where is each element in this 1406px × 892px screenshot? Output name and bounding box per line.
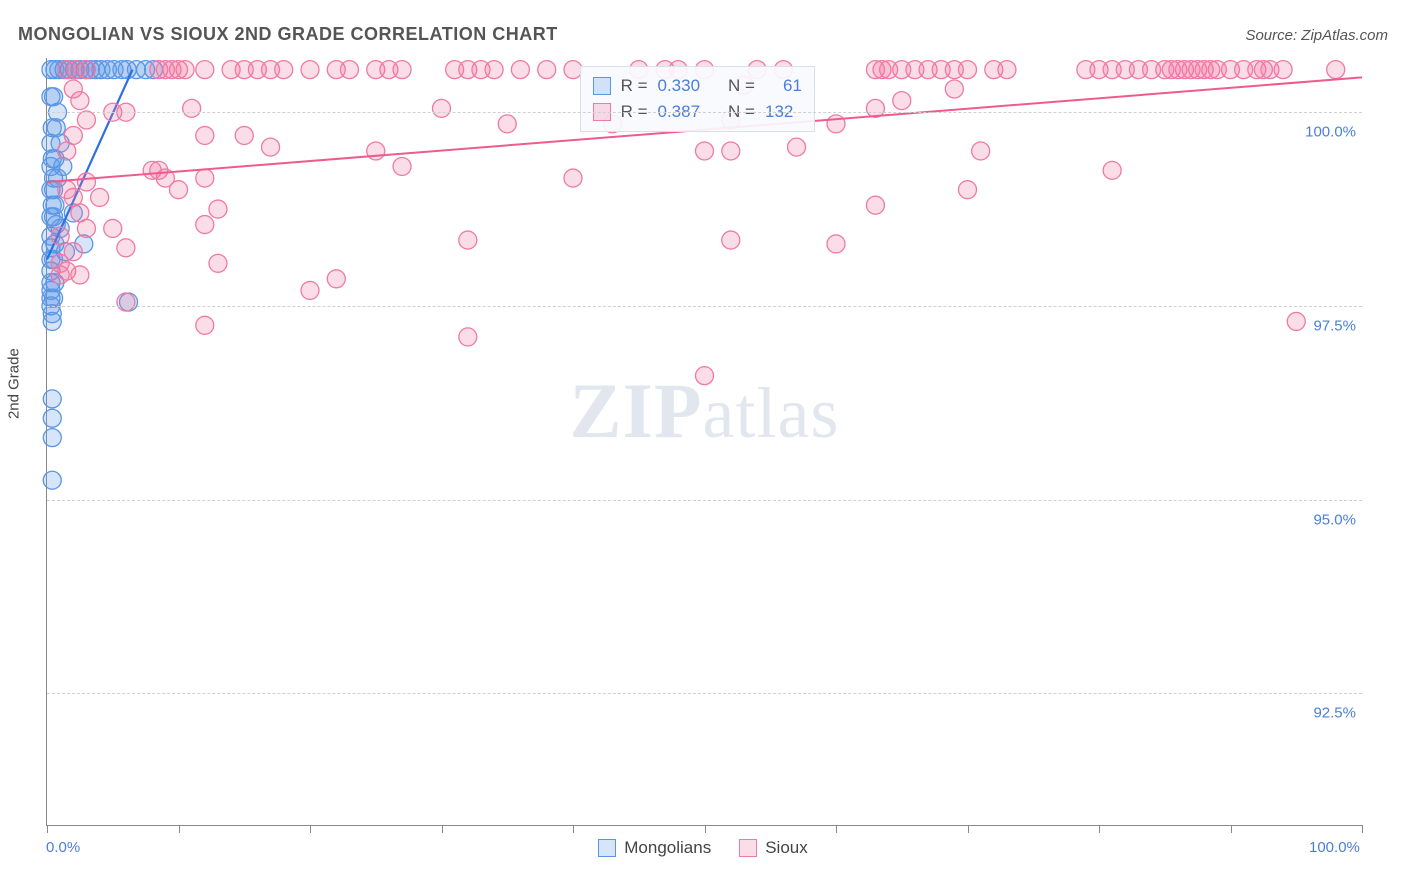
- swatch-sioux-b: [739, 839, 757, 857]
- plot-area: ZIPatlas R = 0.330 N = 61 R = 0.387 N = …: [46, 58, 1362, 826]
- swatch-mongolians-b: [598, 839, 616, 857]
- plot-svg: [47, 58, 1362, 825]
- bottom-legend: Mongolians Sioux: [0, 838, 1406, 858]
- chart-title: MONGOLIAN VS SIOUX 2ND GRADE CORRELATION…: [18, 24, 558, 45]
- stats-row-mongolians: R = 0.330 N = 61: [593, 73, 802, 99]
- source-label: Source: ZipAtlas.com: [1245, 27, 1388, 44]
- title-row: MONGOLIAN VS SIOUX 2ND GRADE CORRELATION…: [18, 24, 1388, 45]
- stats-legend: R = 0.330 N = 61 R = 0.387 N = 132: [580, 66, 815, 132]
- y-axis-title: 2nd Grade: [6, 348, 23, 419]
- legend-item-sioux: Sioux: [739, 838, 808, 858]
- swatch-mongolians: [593, 77, 611, 95]
- legend-item-mongolians: Mongolians: [598, 838, 711, 858]
